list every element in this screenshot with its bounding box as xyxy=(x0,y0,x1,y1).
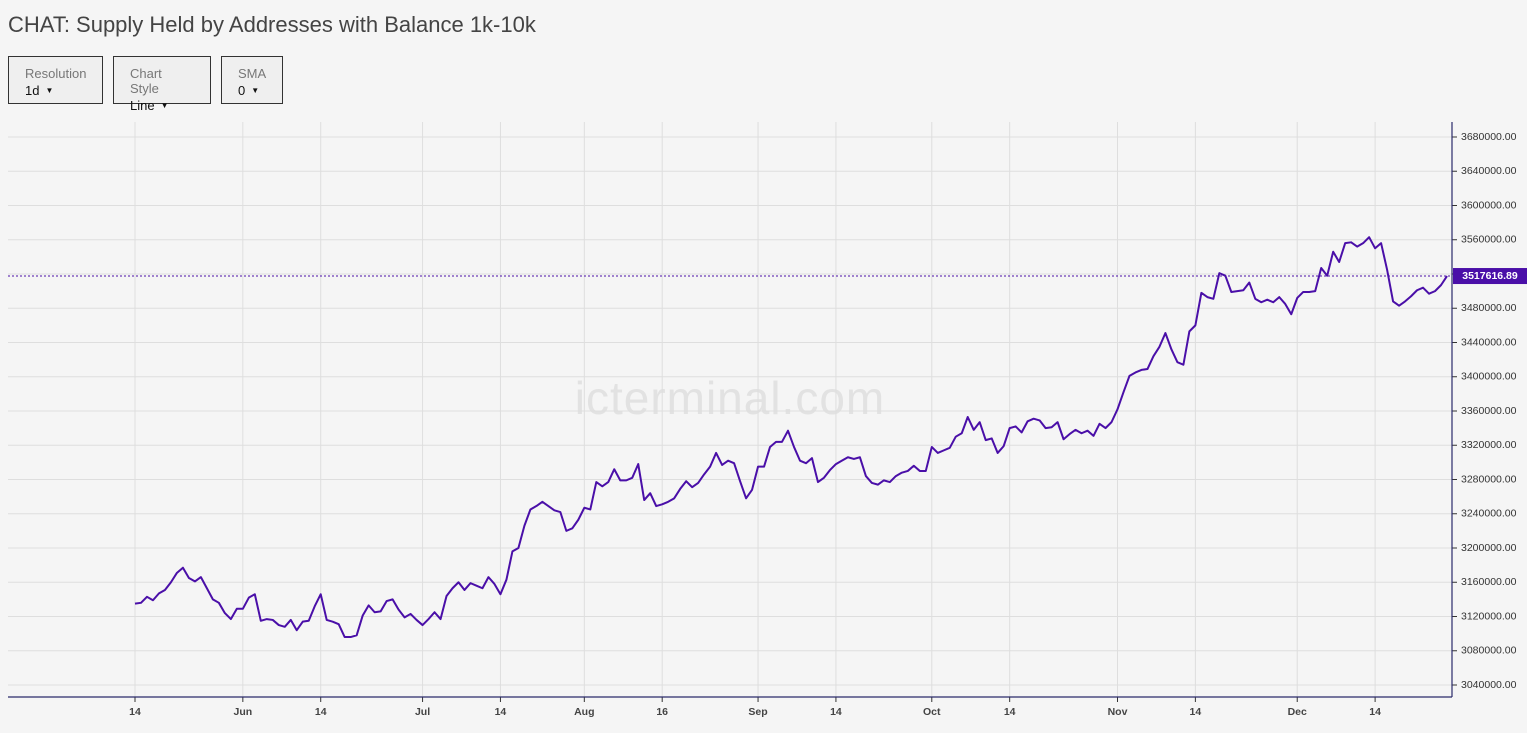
x-tick-label: Aug xyxy=(574,706,594,718)
x-tick-label: 14 xyxy=(1369,706,1381,718)
y-tick-label: 3680000.00 xyxy=(1461,131,1517,143)
y-tick-label: 3360000.00 xyxy=(1461,405,1517,417)
resolution-dropdown[interactable]: Resolution 1d ▼ xyxy=(8,56,103,104)
y-tick-label: 3560000.00 xyxy=(1461,234,1517,246)
y-tick-label: 3240000.00 xyxy=(1461,508,1517,520)
x-tick-label: 14 xyxy=(1004,706,1016,718)
control-value: 0 ▼ xyxy=(238,83,266,98)
dropdown-arrow: ▼ xyxy=(45,86,54,95)
x-tick-label: Sep xyxy=(748,706,767,718)
watermark: icterminal.com xyxy=(575,372,886,424)
control-label: Chart Style xyxy=(130,66,162,96)
controls: Resolution 1d ▼ Chart Style Line ▼ SMA 0 ▼ xyxy=(8,56,283,113)
x-tick-label: Jun xyxy=(233,706,252,718)
control-label: Resolution xyxy=(25,66,87,81)
control-value: Line ▼ xyxy=(130,98,194,113)
control-value-text: Line xyxy=(130,98,155,113)
sma-dropdown[interactable]: SMA 0 ▼ xyxy=(221,56,283,104)
current-value-box xyxy=(1453,268,1527,285)
x-tick-label: 14 xyxy=(315,706,327,718)
x-tick-label: 14 xyxy=(129,706,141,718)
chart-style-dropdown[interactable]: Chart Style Line ▼ xyxy=(113,56,211,113)
control-value-text: 1d xyxy=(25,83,40,98)
y-tick-label: 3480000.00 xyxy=(1461,302,1517,314)
y-tick-label: 3080000.00 xyxy=(1461,645,1517,657)
x-tick-label: Nov xyxy=(1108,706,1128,718)
y-tick-label: 3440000.00 xyxy=(1461,336,1517,348)
x-tick-label: 14 xyxy=(495,706,507,718)
y-tick-label: 3640000.00 xyxy=(1461,165,1517,177)
x-tick-label: 14 xyxy=(830,706,842,718)
y-tick-label: 3120000.00 xyxy=(1461,610,1517,622)
x-tick-label: Oct xyxy=(923,706,941,718)
dropdown-arrow: ▼ xyxy=(160,101,169,110)
x-tick-label: 14 xyxy=(1190,706,1202,718)
page-title: CHAT: Supply Held by Addresses with Bala… xyxy=(8,12,536,37)
dropdown-arrow: ▼ xyxy=(251,86,260,95)
y-tick-label: 3600000.00 xyxy=(1461,199,1517,211)
y-tick-label: 3160000.00 xyxy=(1461,576,1517,588)
x-tick-label: Jul xyxy=(415,706,430,718)
x-tick-label: Dec xyxy=(1288,706,1307,718)
y-tick-label: 3280000.00 xyxy=(1461,473,1517,485)
control-value-text: 0 xyxy=(238,83,246,98)
x-tick-label: 16 xyxy=(656,706,668,718)
y-tick-label: 3040000.00 xyxy=(1461,679,1517,691)
y-tick-label: 3320000.00 xyxy=(1461,439,1517,451)
current-value-label: 3517616.89 xyxy=(1462,270,1518,282)
control-label: SMA xyxy=(238,66,267,81)
control-value: 1d ▼ xyxy=(25,83,86,98)
y-tick-label: 3400000.00 xyxy=(1461,371,1517,383)
y-tick-label: 3200000.00 xyxy=(1461,542,1517,554)
series-line xyxy=(134,236,1448,639)
